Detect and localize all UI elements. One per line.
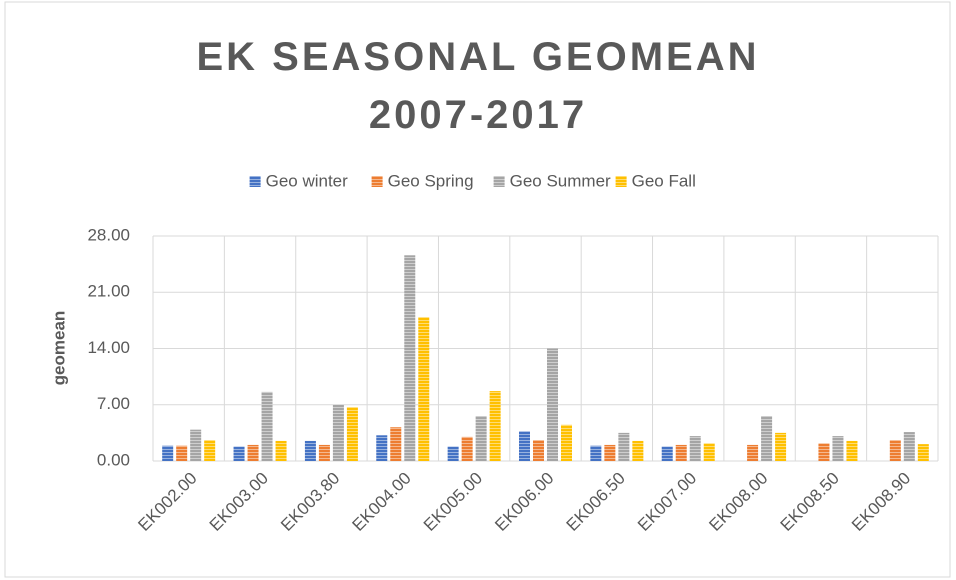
bar [832, 436, 844, 461]
bar [632, 440, 644, 461]
y-tick-label: 28.00 [87, 225, 130, 244]
bar [376, 435, 388, 461]
bar [689, 436, 701, 461]
bar [761, 416, 773, 461]
y-tick-label: 21.00 [87, 282, 130, 301]
bar [917, 444, 929, 461]
bar [332, 404, 344, 461]
bar [461, 436, 473, 461]
bar [162, 445, 174, 461]
bar [318, 444, 330, 461]
legend-swatch [249, 176, 261, 187]
bar [390, 427, 402, 461]
bar [247, 444, 259, 461]
chart-title: EK SEASONAL GEOMEAN 2007-2017 [196, 35, 760, 137]
bar [661, 446, 673, 461]
bar [675, 444, 687, 461]
bar [233, 446, 245, 461]
legend-label: Geo Summer [510, 171, 611, 190]
bar [533, 440, 544, 461]
legend-swatch [371, 176, 383, 187]
bar [304, 440, 316, 461]
bar [447, 446, 459, 461]
bar [747, 444, 759, 461]
y-axis-label: geomean [49, 311, 68, 386]
bar [275, 440, 287, 461]
bar [519, 431, 530, 461]
bar [489, 391, 501, 461]
bar [346, 407, 358, 461]
bar [561, 424, 572, 461]
bar [176, 445, 188, 461]
bar [846, 440, 858, 461]
y-tick-label: 7.00 [97, 394, 130, 413]
bar [604, 444, 616, 461]
bar [818, 443, 830, 461]
bar [204, 440, 216, 461]
bar [404, 255, 416, 461]
y-tick-label: 0.00 [97, 450, 130, 469]
bar [190, 429, 202, 461]
bar [775, 432, 787, 461]
bar [590, 445, 602, 461]
bar [618, 432, 630, 461]
bar [475, 416, 487, 461]
legend-swatch [493, 176, 505, 187]
legend-label: Geo Spring [388, 171, 474, 190]
chart-border [4, 1, 951, 578]
bar [903, 432, 915, 461]
bar [889, 440, 901, 461]
legend-label: Geo Fall [632, 171, 696, 190]
bar [703, 443, 715, 461]
legend-label: Geo winter [266, 171, 349, 190]
bar [418, 317, 430, 461]
bar [261, 391, 273, 461]
bar [547, 348, 558, 461]
legend-swatch [615, 176, 627, 187]
y-tick-label: 14.00 [87, 338, 130, 357]
